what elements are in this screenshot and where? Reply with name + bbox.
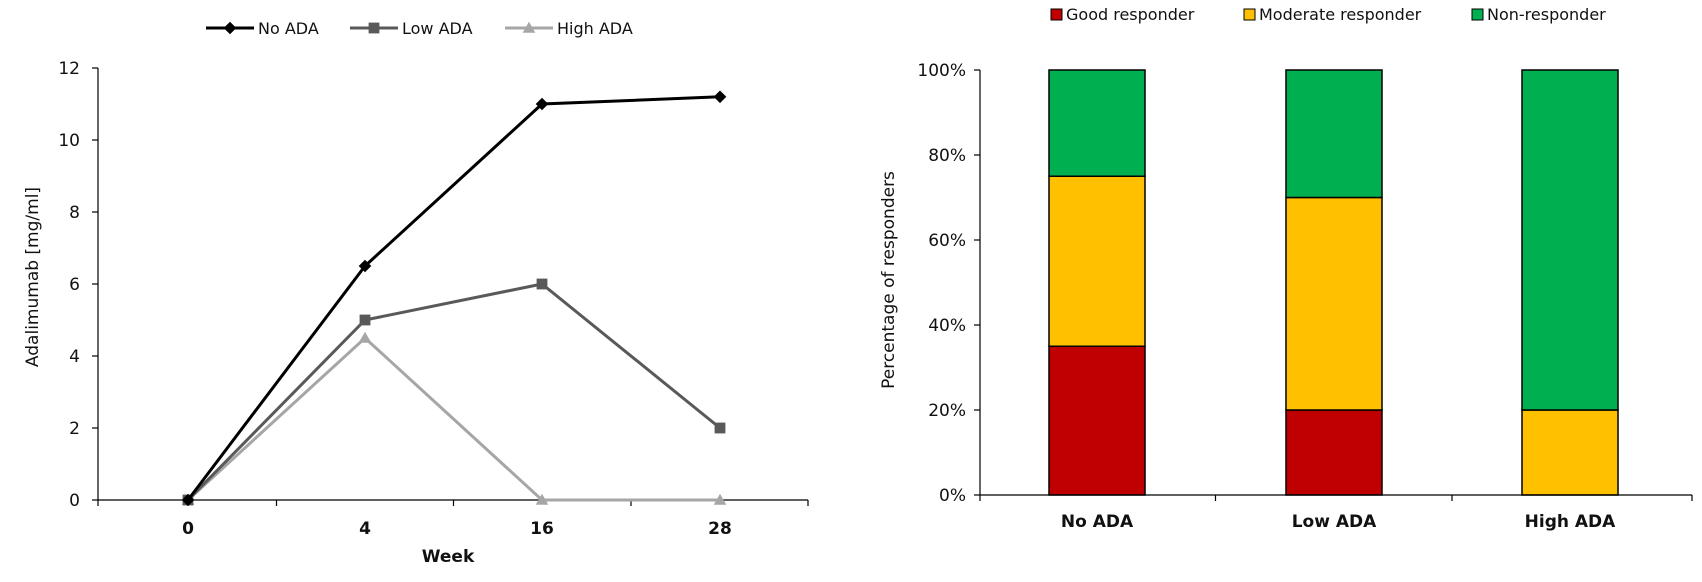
legend-entry: Low ADA [350,19,473,38]
line-chart-x-tick-label: 28 [708,519,732,539]
data-point [181,493,195,507]
line-chart-y-tick-label: 2 [69,419,80,439]
line-chart-x-tick-label: 4 [359,519,371,539]
legend-label: Good responder [1066,5,1195,24]
line-chart-y-axis-title: Adalimumab [mg/ml] [23,187,43,367]
bar-chart-y-tick-label: 80% [928,146,966,166]
bar-chart-y-axis-title: Percentage of responders [879,171,899,389]
data-point [358,259,372,273]
series-low-ada [182,278,726,506]
line-chart: No ADA Low ADA High ADA 0 2 4 6 8 10 12 0 4 16 28 Ad… [23,19,809,567]
bar-chart-x-tick-label: Low ADA [1292,512,1377,532]
legend-label: Moderate responder [1259,5,1422,24]
legend-label: Non-responder [1487,5,1606,24]
data-point [535,493,549,505]
bar-chart-y-tick-label: 40% [928,316,966,336]
data-point [536,278,548,290]
series-no-ada [181,90,727,507]
line-chart-legend: No ADA Low ADA High ADA [206,19,633,38]
legend-entry: Non-responder [1471,5,1606,24]
data-point [358,331,372,343]
legend-label: High ADA [557,19,633,38]
line-chart-y-tick-label: 8 [69,203,80,223]
bar-chart-bars [1048,69,1619,496]
bar-segment [1285,196,1383,411]
bar-segment [1048,175,1146,347]
data-point [713,493,727,505]
bar-segment [1048,69,1146,177]
line-chart-y-tick-label: 4 [69,347,80,367]
bar-chart-x-tick-label: High ADA [1525,512,1617,532]
line-chart-y-tick-label: 12 [58,59,80,79]
series-high-ada [181,331,727,505]
legend-entry: High ADA [505,19,633,38]
bar-segment [1285,69,1383,199]
bar-chart-legend: Good responder Moderate responder Non-resp… [1050,5,1606,24]
bar-segment [1285,409,1383,496]
legend-label: No ADA [258,19,319,38]
data-point [714,422,726,434]
bar-chart-x-tick-label: No ADA [1061,512,1134,532]
bar-stack-no-ada [1048,69,1146,496]
series-line [186,282,721,502]
bar-stack-low-ada [1285,69,1383,496]
line-chart-x-axis-title: Week [422,547,475,567]
series-line [186,335,720,502]
bar-segment [1048,345,1146,496]
legend-swatch [1050,8,1063,21]
legend-marker [522,21,536,33]
legend-entry: Moderate responder [1243,5,1422,24]
legend-swatch [1471,8,1484,21]
bar-chart-axes: 0% 20% 40% 60% 80% 100% No ADA Low ADA High ADA [917,61,1693,532]
bar-chart-y-tick-label: 60% [928,231,966,251]
data-point [713,90,727,104]
bar-chart-y-tick-label: 0% [939,486,966,506]
line-chart-axes: 0 2 4 6 8 10 12 0 4 16 28 [58,59,809,539]
bar-segment [1521,69,1619,411]
line-chart-y-tick-label: 10 [58,131,80,151]
line-chart-series [181,90,727,507]
bar-stack-high-ada [1521,69,1619,496]
series-line [186,95,721,501]
legend-entry: No ADA [206,19,319,38]
legend-entry: Good responder [1050,5,1195,24]
legend-swatch [1243,8,1256,21]
legend-marker [223,21,237,35]
line-chart-x-tick-label: 0 [182,519,194,539]
line-chart-x-tick-label: 16 [530,519,554,539]
bar-chart-y-tick-label: 20% [928,401,966,421]
line-chart-y-tick-label: 0 [69,491,80,511]
data-point [359,314,371,326]
data-point [535,97,549,111]
stacked-bar-chart: Good responder Moderate responder Non-resp… [879,5,1693,532]
line-chart-y-tick-label: 6 [69,275,80,295]
bar-segment [1521,409,1619,496]
bar-chart-y-tick-label: 100% [917,61,966,81]
legend-marker [368,22,380,34]
legend-label: Low ADA [402,19,473,38]
